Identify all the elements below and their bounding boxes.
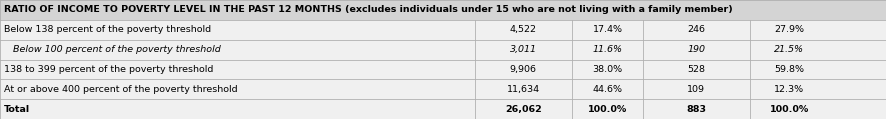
Text: Total: Total (4, 105, 29, 114)
Text: 100.0%: 100.0% (587, 105, 626, 114)
Text: 12.3%: 12.3% (773, 85, 804, 94)
Text: 3,011: 3,011 (509, 45, 536, 54)
Text: 27.9%: 27.9% (773, 25, 804, 34)
Text: 246: 246 (687, 25, 704, 34)
Bar (0, 0, 886, 20)
Text: 44.6%: 44.6% (592, 85, 622, 94)
Text: 17.4%: 17.4% (592, 25, 622, 34)
Text: At or above 400 percent of the poverty threshold: At or above 400 percent of the poverty t… (4, 85, 237, 94)
Text: Below 138 percent of the poverty threshold: Below 138 percent of the poverty thresho… (4, 25, 211, 34)
Text: 138 to 399 percent of the poverty threshold: 138 to 399 percent of the poverty thresh… (4, 65, 213, 74)
Text: 59.8%: 59.8% (773, 65, 804, 74)
Text: 528: 528 (687, 65, 704, 74)
Text: 100.0%: 100.0% (769, 105, 808, 114)
Text: 4,522: 4,522 (509, 25, 536, 34)
Text: 109: 109 (687, 85, 704, 94)
Text: RATIO OF INCOME TO POVERTY LEVEL IN THE PAST 12 MONTHS (excludes individuals und: RATIO OF INCOME TO POVERTY LEVEL IN THE … (4, 5, 733, 14)
Text: 883: 883 (686, 105, 705, 114)
Text: 26,062: 26,062 (504, 105, 541, 114)
Text: 21.5%: 21.5% (773, 45, 804, 54)
Text: 11.6%: 11.6% (592, 45, 622, 54)
Text: 9,906: 9,906 (509, 65, 536, 74)
Text: 38.0%: 38.0% (592, 65, 622, 74)
Text: 190: 190 (687, 45, 704, 54)
Text: Below 100 percent of the poverty threshold: Below 100 percent of the poverty thresho… (13, 45, 221, 54)
Bar (0, 20, 886, 119)
Text: 11,634: 11,634 (506, 85, 540, 94)
